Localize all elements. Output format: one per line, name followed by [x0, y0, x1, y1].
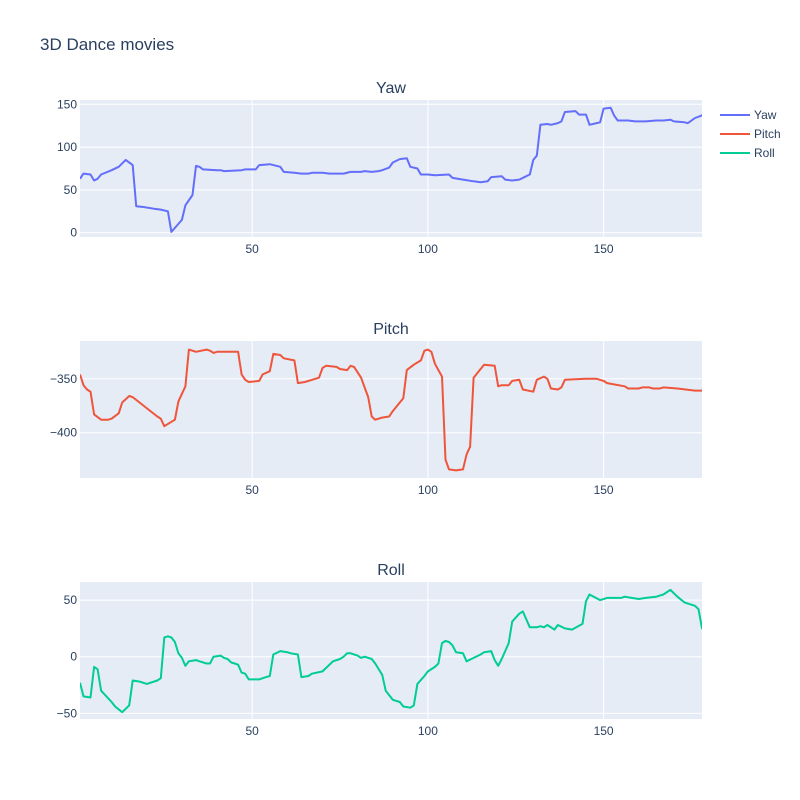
subplot-yaw: Yaw 50 100 150 0 50 100 150 [57, 80, 772, 256]
y-tick-label: 0 [70, 650, 77, 664]
legend-item-roll[interactable]: Roll [720, 146, 775, 160]
y-tick-label: 50 [64, 183, 78, 197]
x-tick-label: 150 [594, 483, 614, 497]
x-tick-label: 50 [246, 724, 260, 738]
subplot-title: Yaw [376, 80, 406, 97]
subplots: Yaw 50 100 150 0 50 100 150 Pitch 50 100 150 −400 −35… [50, 80, 772, 738]
series-line-yaw[interactable] [80, 106, 772, 233]
x-tick-label: 100 [418, 483, 438, 497]
plot-area[interactable] [80, 341, 702, 478]
series-line-roll[interactable] [80, 588, 765, 714]
x-tick-label: 150 [594, 724, 614, 738]
x-tick-label: 50 [246, 242, 260, 256]
y-tick-label: 0 [70, 226, 77, 240]
legend-label: Yaw [754, 108, 777, 122]
y-tick-label: 100 [57, 140, 77, 154]
subplot-title: Roll [377, 562, 405, 579]
legend-item-pitch[interactable]: Pitch [720, 127, 781, 141]
page-title: 3D Dance movies [40, 35, 174, 54]
y-tick-label: 50 [64, 593, 78, 607]
x-tick-label: 100 [418, 242, 438, 256]
subplot-pitch: Pitch 50 100 150 −400 −350 [50, 321, 720, 497]
x-tick-label: 150 [594, 242, 614, 256]
y-tick-label: 150 [57, 97, 77, 111]
series-line-pitch[interactable] [80, 348, 720, 472]
y-tick-label: −400 [50, 426, 77, 440]
y-tick-label: −350 [50, 372, 77, 386]
subplot-roll: Roll 50 100 150 −50 0 50 [57, 562, 765, 738]
subplot-title: Pitch [373, 321, 409, 338]
legend-item-yaw[interactable]: Yaw [720, 108, 777, 122]
legend[interactable]: Yaw Pitch Roll [720, 108, 781, 160]
legend-label: Roll [754, 146, 775, 160]
legend-label: Pitch [754, 127, 781, 141]
plot-area[interactable] [80, 100, 702, 237]
y-tick-label: −50 [57, 706, 78, 720]
x-tick-label: 100 [418, 724, 438, 738]
x-tick-label: 50 [246, 483, 260, 497]
